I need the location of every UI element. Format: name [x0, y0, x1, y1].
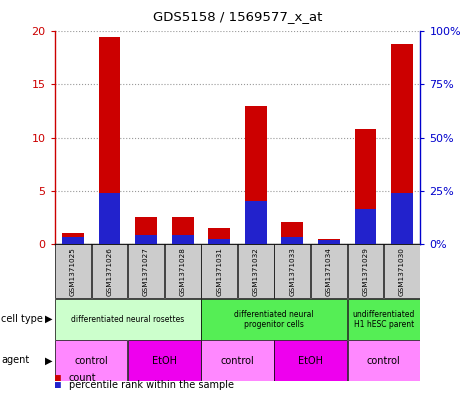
- Text: control: control: [367, 356, 401, 365]
- Text: GDS5158 / 1569577_x_at: GDS5158 / 1569577_x_at: [153, 10, 322, 23]
- Bar: [384, 244, 420, 298]
- Text: ■: ■: [55, 373, 60, 384]
- Bar: [135, 217, 157, 244]
- Bar: [98, 37, 121, 244]
- Bar: [311, 244, 347, 298]
- Bar: [318, 239, 340, 244]
- Bar: [348, 340, 420, 381]
- Text: differentiated neural rosettes: differentiated neural rosettes: [71, 315, 184, 324]
- Text: ■: ■: [55, 380, 60, 390]
- Bar: [281, 237, 304, 244]
- Bar: [62, 233, 84, 244]
- Text: cell type: cell type: [1, 314, 43, 324]
- Text: agent: agent: [1, 355, 29, 365]
- Bar: [391, 193, 413, 244]
- Bar: [348, 299, 420, 340]
- Text: control: control: [220, 356, 255, 365]
- Text: ▶: ▶: [45, 314, 53, 324]
- Bar: [348, 244, 383, 298]
- Bar: [55, 340, 127, 381]
- Text: percentile rank within the sample: percentile rank within the sample: [69, 380, 234, 390]
- Text: GSM1371034: GSM1371034: [326, 247, 332, 296]
- Bar: [201, 244, 237, 298]
- Text: GSM1371032: GSM1371032: [253, 247, 259, 296]
- Bar: [128, 340, 200, 381]
- Bar: [275, 244, 310, 298]
- Text: count: count: [69, 373, 96, 384]
- Text: GSM1371027: GSM1371027: [143, 247, 149, 296]
- Text: GSM1371025: GSM1371025: [70, 247, 76, 296]
- Bar: [201, 299, 347, 340]
- Text: ▶: ▶: [45, 355, 53, 365]
- Text: undifferentiated
H1 hESC parent: undifferentiated H1 hESC parent: [352, 310, 415, 329]
- Bar: [55, 299, 200, 340]
- Bar: [165, 244, 200, 298]
- Bar: [92, 244, 127, 298]
- Bar: [135, 235, 157, 244]
- Bar: [391, 44, 413, 244]
- Text: GSM1371031: GSM1371031: [216, 247, 222, 296]
- Bar: [201, 340, 274, 381]
- Text: control: control: [74, 356, 108, 365]
- Bar: [128, 244, 164, 298]
- Bar: [208, 239, 230, 244]
- Text: GSM1371029: GSM1371029: [362, 247, 369, 296]
- Bar: [171, 235, 194, 244]
- Bar: [62, 237, 84, 244]
- Bar: [171, 217, 194, 244]
- Bar: [354, 129, 377, 244]
- Bar: [55, 244, 91, 298]
- Bar: [208, 228, 230, 244]
- Bar: [245, 106, 267, 244]
- Text: GSM1371028: GSM1371028: [180, 247, 186, 296]
- Text: differentiated neural
progenitor cells: differentiated neural progenitor cells: [234, 310, 314, 329]
- Bar: [275, 340, 347, 381]
- Text: EtOH: EtOH: [298, 356, 323, 365]
- Text: EtOH: EtOH: [152, 356, 177, 365]
- Text: GSM1371033: GSM1371033: [289, 247, 295, 296]
- Bar: [318, 241, 340, 244]
- Bar: [281, 222, 304, 244]
- Bar: [354, 209, 377, 244]
- Text: GSM1371030: GSM1371030: [399, 247, 405, 296]
- Text: GSM1371026: GSM1371026: [106, 247, 113, 296]
- Bar: [245, 201, 267, 244]
- Bar: [238, 244, 274, 298]
- Bar: [98, 193, 121, 244]
